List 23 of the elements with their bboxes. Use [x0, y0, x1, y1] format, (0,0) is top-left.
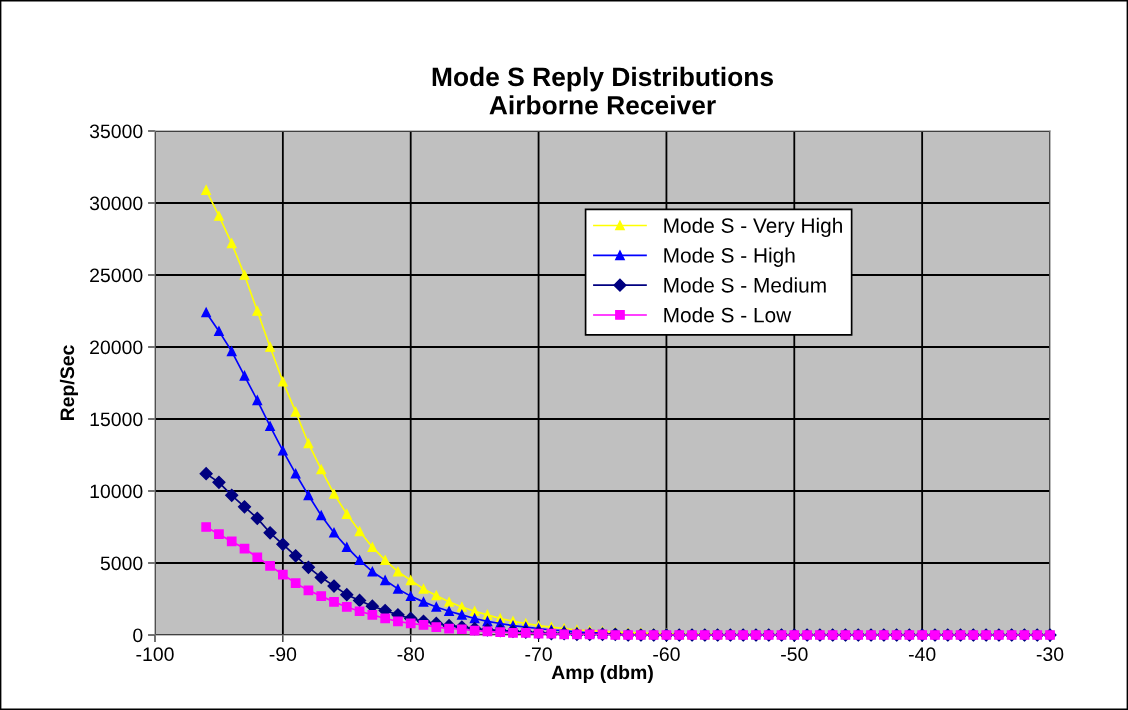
x-tick-label: -90: [269, 647, 297, 662]
legend-label: Mode S - Medium: [664, 277, 826, 293]
y-axis-title: Rep/Sec: [59, 345, 79, 421]
y-tick-label: 5000: [100, 556, 143, 571]
y-tick-label: 20000: [90, 340, 143, 355]
x-tick-label: -30: [1036, 647, 1064, 662]
x-tick-label: -60: [653, 647, 680, 662]
x-axis-title: Amp (dbm): [551, 664, 653, 684]
y-tick-label: 35000: [89, 124, 143, 139]
legend-label: Mode S - Very High: [664, 217, 842, 238]
x-tick-label: -50: [781, 647, 808, 662]
y-tick-label: 30000: [89, 196, 143, 211]
y-tick-label: 10000: [90, 484, 143, 499]
chart-title: Mode S Reply Distributions Airborne Receiver: [432, 66, 773, 115]
x-tick-label: -40: [908, 647, 936, 662]
x-tick-label: -80: [397, 647, 425, 662]
y-tick-label: 0: [133, 628, 143, 643]
legend-label: Mode S - Low: [664, 307, 792, 323]
y-tick-label: 15000: [90, 412, 143, 427]
legend-label: Mode S - High: [664, 247, 795, 267]
y-tick-label: 25000: [90, 268, 143, 283]
x-tick-label: -70: [525, 647, 552, 662]
x-tick-label: -100: [136, 647, 174, 662]
